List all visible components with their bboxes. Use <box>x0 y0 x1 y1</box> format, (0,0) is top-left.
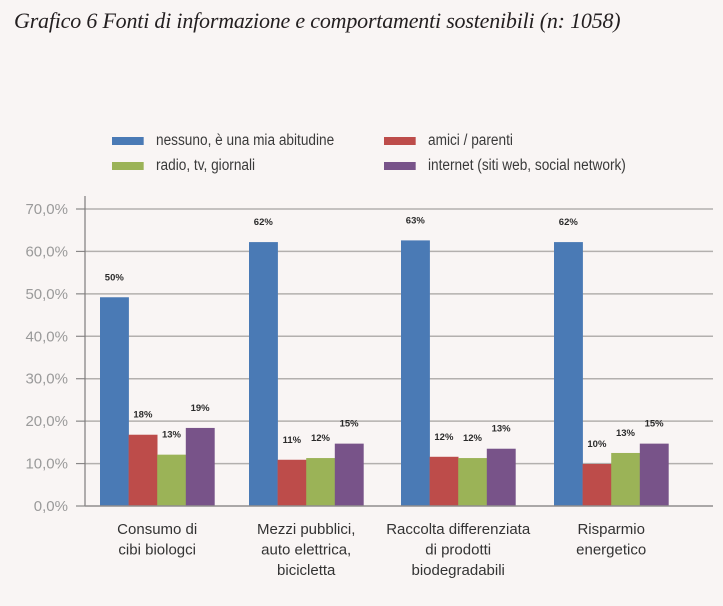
legend-label: nessuno, è una mia abitudine <box>156 132 335 149</box>
data-label: 13% <box>492 424 512 435</box>
data-label: 15% <box>340 419 360 430</box>
y-tick-label: 40,0% <box>25 328 68 345</box>
x-category-label: di prodotti <box>425 542 491 559</box>
data-label: 12% <box>311 433 331 444</box>
bar-4-2 <box>334 443 364 506</box>
data-label: 10% <box>587 439 607 450</box>
legend-item-amici: amici / parenti <box>384 132 513 150</box>
data-label: 11% <box>283 435 302 446</box>
data-label: 12% <box>463 433 483 444</box>
y-tick-label: 0,0% <box>34 498 68 515</box>
bar-2-1 <box>128 434 158 506</box>
y-tick-label: 70,0% <box>25 201 68 218</box>
data-label: 13% <box>616 428 636 439</box>
bar-3-3 <box>458 458 488 506</box>
bar-3-2 <box>306 458 336 506</box>
x-category-label: biodegradabili <box>411 562 504 579</box>
legend-label: radio, tv, giornali <box>156 157 256 174</box>
y-tick-label: 30,0% <box>25 371 68 388</box>
bar-2-4 <box>582 463 612 506</box>
data-label: 18% <box>133 410 153 421</box>
x-category-label: Raccolta differenziata <box>386 521 531 538</box>
bar-4-4 <box>639 443 669 506</box>
data-label: 15% <box>645 419 665 430</box>
legend-label: amici / parenti <box>428 132 513 149</box>
x-category-label: cibi biologci <box>118 542 196 559</box>
y-tick-label: 20,0% <box>25 413 68 430</box>
x-category-label: Risparmio <box>577 521 645 538</box>
legend-item-nessuno: nessuno, è una mia abitudine <box>112 132 334 150</box>
data-label: 62% <box>559 217 579 228</box>
legend-label: internet (siti web, social network) <box>428 157 626 174</box>
bar-3-4 <box>611 452 641 506</box>
legend-swatch <box>384 162 416 170</box>
bar-3-1 <box>157 454 187 506</box>
data-label: 62% <box>254 217 274 228</box>
chart-title: Grafico 6 Fonti di informazione e compor… <box>14 8 621 33</box>
data-label: 12% <box>434 432 454 443</box>
data-label: 13% <box>162 430 182 441</box>
bar-2-2 <box>277 459 307 506</box>
bar-1-1 <box>100 297 129 506</box>
x-category-label: bicicletta <box>277 562 336 579</box>
y-tick-label: 60,0% <box>25 243 68 260</box>
x-category-label: energetico <box>576 542 646 559</box>
bar-1-3 <box>401 240 430 506</box>
legend-swatch <box>112 137 144 145</box>
x-category-label: Consumo di <box>117 521 197 538</box>
y-tick-label: 10,0% <box>25 456 68 473</box>
legend-item-internet: internet (siti web, social network) <box>384 157 626 175</box>
y-tick-label: 50,0% <box>25 286 68 303</box>
legend-item-radio: radio, tv, giornali <box>112 157 255 175</box>
bar-1-2 <box>249 242 278 506</box>
data-label: 19% <box>191 403 211 414</box>
data-label: 63% <box>406 215 426 226</box>
x-category-label: auto elettrica, <box>261 542 351 559</box>
bar-2-3 <box>429 456 459 506</box>
bar-1-4 <box>554 242 583 506</box>
legend-swatch <box>384 137 416 145</box>
x-category-label: Mezzi pubblici, <box>257 521 355 538</box>
data-label: 50% <box>105 272 125 283</box>
bar-4-3 <box>486 448 516 506</box>
bar-4-1 <box>185 427 215 506</box>
legend-swatch <box>112 162 144 170</box>
